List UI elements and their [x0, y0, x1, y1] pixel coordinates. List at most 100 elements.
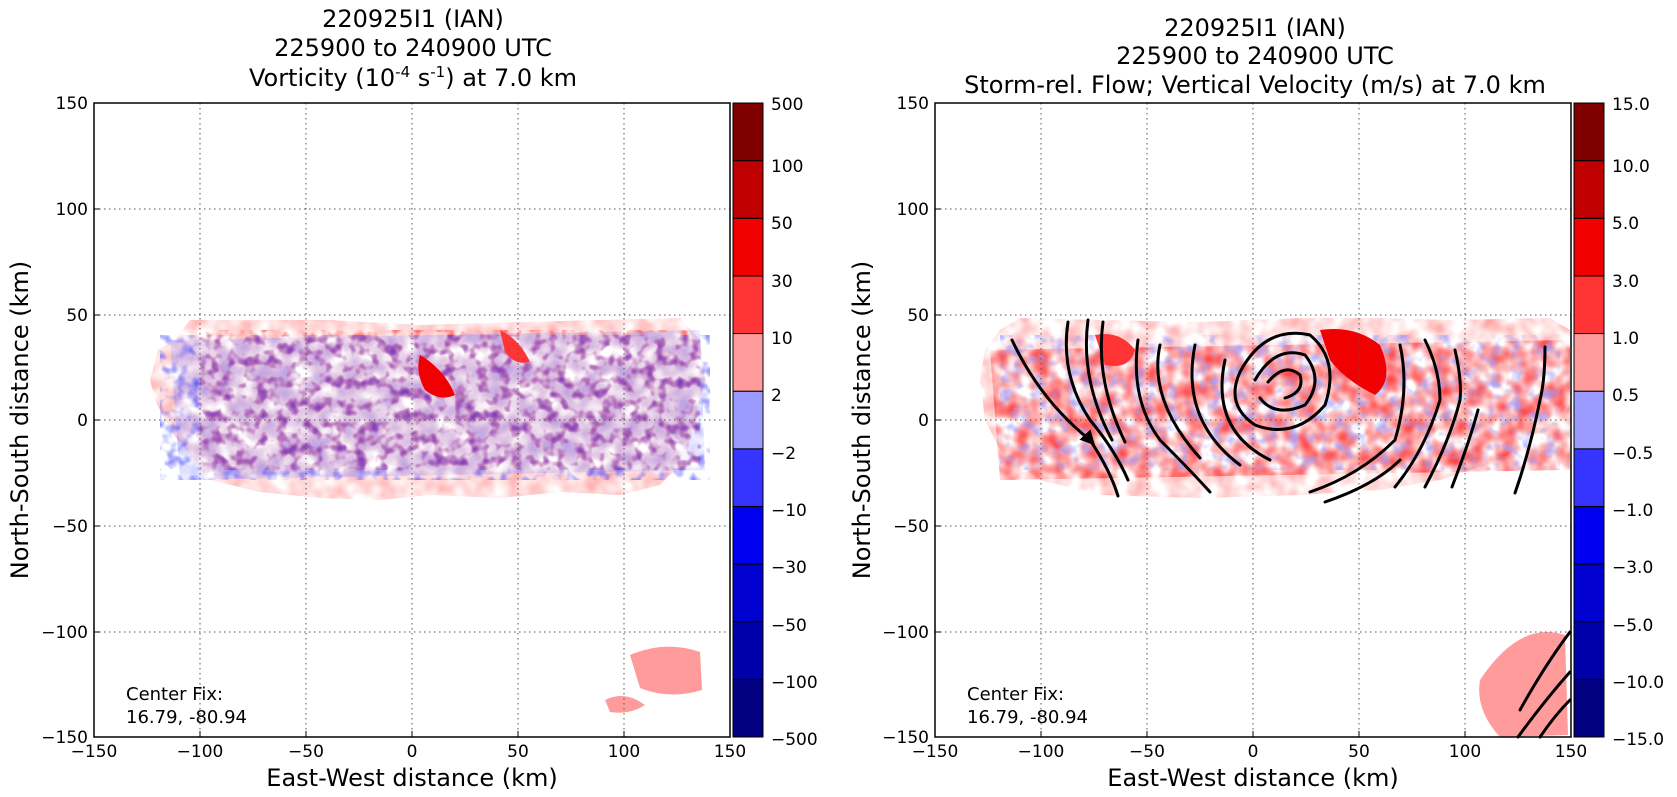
streamline: [1064, 320, 1130, 482]
left-xtick: −50: [288, 742, 324, 762]
left-colorbar-bin: [732, 678, 764, 738]
streamline: [1156, 343, 1202, 460]
streamline: [1190, 343, 1242, 467]
left-center-fix-value: 16.79, -80.94: [126, 707, 247, 728]
left-center-fix-label: Center Fix:: [126, 684, 223, 705]
left-colorbar-bin: [732, 390, 764, 450]
left-colorbar-bin: [732, 160, 764, 219]
left-colorbar: −500 −100 −50 −30 −10 −2 2 10 30 50 100 …: [732, 95, 818, 750]
left-ytick: 150: [56, 94, 88, 114]
streamline: [1084, 318, 1114, 442]
right-colorbar-bin: [1573, 448, 1605, 507]
right-ytick: −150: [882, 728, 929, 748]
left-grid: [94, 103, 730, 737]
left-cbar-label: −2: [771, 444, 796, 464]
streamline: [1308, 343, 1406, 494]
left-cbar-label: −30: [771, 558, 807, 578]
storm-relative-streamlines: [1010, 318, 1572, 739]
right-y-tick-labels: −150 −100 −50 0 50 100 150: [882, 94, 929, 748]
left-xtick: 50: [507, 742, 529, 762]
left-colorbar-bin: [732, 102, 764, 162]
streamline: [1513, 345, 1547, 495]
right-colorbar-bin: [1573, 217, 1605, 277]
streamline: [1518, 630, 1572, 712]
streamline: [1516, 670, 1572, 739]
right-cbar-label: 10.0: [1612, 157, 1650, 177]
right-x-tick-labels: −150 −100 −50 0 50 100 150: [912, 742, 1588, 762]
right-xtick: 50: [1348, 742, 1370, 762]
left-xtick: 100: [608, 742, 640, 762]
left-x-tick-labels: −150 −100 −50 0 50 100 150: [71, 742, 747, 762]
left-xtick: −150: [71, 742, 118, 762]
right-center-fix-label: Center Fix:: [967, 684, 1064, 705]
left-xtick: −100: [177, 742, 224, 762]
right-colorbar-bin: [1573, 678, 1605, 738]
left-title-line-2: 225900 to 240900 UTC: [274, 34, 552, 62]
right-xtick: −150: [912, 742, 959, 762]
right-center-fix-value: 16.79, -80.94: [967, 707, 1088, 728]
left-colorbar-bin: [732, 563, 764, 623]
right-colorbar: −15.0 −10.0 −5.0 −3.0 −1.0 −0.5 0.5 1.0 …: [1573, 95, 1664, 750]
left-colorbar-bin: [732, 621, 764, 680]
right-xtick: 150: [1555, 742, 1587, 762]
right-colorbar-bin: [1573, 333, 1605, 392]
left-plot-area: [93, 102, 731, 738]
left-colorbar-bin: [732, 217, 764, 277]
right-cbar-label: −3.0: [1612, 558, 1653, 578]
streamline: [1099, 320, 1127, 444]
right-cbar-label: −1.0: [1612, 501, 1653, 521]
right-xtick: 0: [1248, 742, 1259, 762]
left-title-line-3: Vorticity (10-4 s-1) at 7.0 km: [249, 63, 577, 92]
right-grid: [935, 103, 1571, 737]
right-ytick: 50: [907, 306, 929, 326]
right-colorbar-bin: [1573, 505, 1605, 565]
streamline: [1423, 348, 1462, 489]
right-cbar-label: 15.0: [1612, 95, 1650, 115]
streamline: [1450, 408, 1480, 489]
left-cbar-label: 100: [771, 157, 803, 177]
left-colorbar-bin: [732, 505, 764, 565]
vortex-middle: [1253, 351, 1317, 412]
streamline: [1538, 698, 1572, 739]
right-plot-area: [934, 102, 1572, 739]
left-vorticity-field: [150, 318, 710, 713]
left-cbar-label: 500: [771, 95, 803, 115]
left-cbar-label: 30: [771, 272, 793, 292]
right-y-axis-label: North-South distance (km): [848, 261, 876, 580]
streamline: [1220, 358, 1272, 462]
right-colorbar-bin: [1573, 275, 1605, 335]
right-ytick: 150: [897, 94, 929, 114]
left-colorbar-bin: [732, 448, 764, 507]
left-y-tick-labels: −150 −100 −50 0 50 100 150: [41, 94, 88, 748]
right-title-line-3: Storm-rel. Flow; Vertical Velocity (m/s)…: [964, 71, 1546, 99]
right-ytick: 100: [897, 200, 929, 220]
right-colorbar-bin: [1573, 563, 1605, 623]
right-xtick: −100: [1018, 742, 1065, 762]
left-x-axis-label: East-West distance (km): [266, 764, 557, 792]
vortex-inner: [1266, 368, 1303, 400]
left-colorbar-bin: [732, 275, 764, 335]
left-cbar-label: −50: [771, 616, 807, 636]
right-cbar-label: −0.5: [1612, 444, 1653, 464]
left-panel: 220925I1 (IAN) 225900 to 240900 UTC Vort…: [6, 5, 818, 792]
right-ytick: −100: [882, 623, 929, 643]
left-cbar-label: −100: [771, 673, 818, 693]
right-cbar-label: 3.0: [1612, 272, 1639, 292]
left-ytick: −150: [41, 728, 88, 748]
left-ytick: 0: [77, 411, 88, 431]
left-colorbar-bin: [732, 333, 764, 392]
left-cbar-label: −10: [771, 501, 807, 521]
left-cbar-label: 10: [771, 329, 793, 349]
left-cbar-label: −500: [771, 730, 818, 750]
streamline: [1134, 338, 1212, 494]
left-ytick: −100: [41, 623, 88, 643]
right-cbar-label: −5.0: [1612, 616, 1653, 636]
right-cbar-label: 5.0: [1612, 214, 1639, 234]
right-colorbar-bin: [1573, 160, 1605, 219]
right-colorbar-bin: [1573, 102, 1605, 162]
right-x-axis-label: East-West distance (km): [1107, 764, 1398, 792]
right-cbar-label: −10.0: [1612, 673, 1664, 693]
left-ytick: 100: [56, 200, 88, 220]
right-ytick: 0: [918, 411, 929, 431]
